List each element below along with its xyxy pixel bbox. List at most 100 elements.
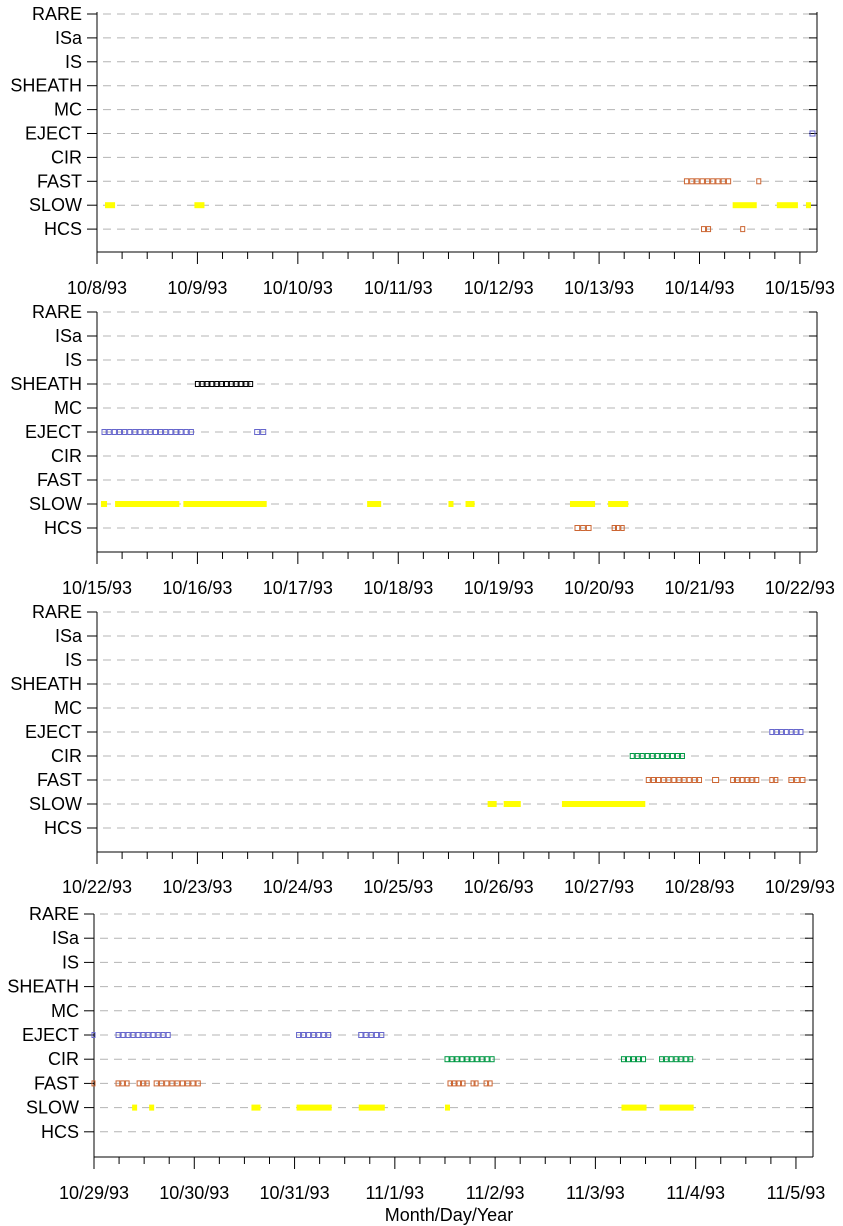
interval-cell xyxy=(174,1080,180,1087)
date-label: 11/2/93 xyxy=(466,1183,525,1203)
interval-cell xyxy=(115,1080,121,1087)
category-label-isa: ISa xyxy=(55,626,83,646)
interval-cell xyxy=(451,1080,457,1087)
interval-eject xyxy=(115,1032,171,1038)
category-label-rare: RARE xyxy=(32,4,82,24)
interval-cell xyxy=(248,381,254,387)
interval-cell xyxy=(712,777,720,783)
category-label-rare: RARE xyxy=(32,602,82,622)
interval-cell xyxy=(163,429,169,435)
interval-cell xyxy=(111,429,117,435)
interval-cell xyxy=(673,1056,679,1063)
interval-cell xyxy=(120,1080,125,1087)
interval-cell xyxy=(661,777,667,783)
interval-fast xyxy=(91,1080,96,1087)
interval-cell xyxy=(238,381,244,387)
interval-cell xyxy=(679,753,685,759)
date-label: 10/16/93 xyxy=(162,578,232,598)
category-label-rare: RARE xyxy=(29,904,79,924)
interval-cell xyxy=(715,178,721,185)
interval-cell xyxy=(145,1080,150,1087)
category-label-eject: EJECT xyxy=(25,422,82,442)
interval-cell xyxy=(461,1080,466,1087)
category-label-slow: SLOW xyxy=(29,494,82,514)
interval-cell xyxy=(669,753,675,759)
interval-cell xyxy=(115,1032,121,1038)
interval-cell xyxy=(219,381,225,387)
date-label: 10/12/93 xyxy=(464,278,534,298)
category-label-fast: FAST xyxy=(34,1073,79,1093)
timeline-panel-3: RARE ISa IS SHEATH MC EJECT CIR FAST SLOW HCS 10/2… xyxy=(10,602,835,897)
category-label-rare: RARE xyxy=(32,302,82,322)
interval-cell xyxy=(137,429,143,435)
category-label-mc: MC xyxy=(54,398,82,418)
interval-slow xyxy=(115,501,180,507)
interval-cell xyxy=(136,1080,141,1087)
interval-fast xyxy=(712,777,720,783)
interval-slow xyxy=(503,801,521,807)
interval-cell xyxy=(188,429,194,435)
interval-slow xyxy=(732,202,757,209)
interval-cell xyxy=(779,729,784,735)
timeline-panel-4: RARE ISa IS SHEATH MC EJECT CIR FAST SLOW HCS 10/2… xyxy=(7,904,825,1203)
interval-cell xyxy=(199,381,205,387)
category-label-fast: FAST xyxy=(37,470,82,490)
interval-cell xyxy=(135,1032,141,1038)
interval-cell xyxy=(326,1032,332,1038)
interval-eject xyxy=(296,1032,332,1038)
interval-hcs xyxy=(611,525,625,531)
interval-cell xyxy=(91,1080,96,1087)
interval-cell xyxy=(740,226,746,233)
interval-cell xyxy=(769,777,774,783)
interval-slow xyxy=(367,501,382,507)
interval-cell xyxy=(145,1032,151,1038)
interval-hcs xyxy=(574,525,592,531)
interval-cell xyxy=(101,429,107,435)
interval-cell xyxy=(636,1056,642,1063)
interval-cell xyxy=(178,429,184,435)
date-label: 11/4/93 xyxy=(666,1183,725,1203)
interval-cell xyxy=(301,1032,307,1038)
interval-cell xyxy=(783,729,789,735)
interval-cell xyxy=(169,1080,175,1087)
interval-cell xyxy=(696,777,703,783)
interval-fast xyxy=(115,1080,130,1087)
interval-cell xyxy=(363,1032,369,1038)
date-label: 10/22/93 xyxy=(765,578,835,598)
interval-cell xyxy=(464,1056,470,1063)
category-label-hcs: HCS xyxy=(41,1122,79,1142)
timeline-panel-1: RARE ISa IS SHEATH MC EJECT CIR FAST SLOW HCS 10/8… xyxy=(10,4,835,298)
category-label-fast: FAST xyxy=(37,171,82,191)
interval-cell xyxy=(659,753,665,759)
date-label: 10/24/93 xyxy=(263,877,333,897)
interval-slow xyxy=(569,501,596,507)
interval-cell xyxy=(650,777,657,783)
date-label: 10/14/93 xyxy=(664,278,734,298)
interval-cell xyxy=(754,777,760,783)
interval-slow xyxy=(251,1104,261,1111)
interval-cell xyxy=(316,1032,322,1038)
interval-fast xyxy=(136,1080,150,1087)
interval-cell xyxy=(470,1080,475,1087)
interval-fast xyxy=(788,777,806,783)
interval-cell xyxy=(699,178,705,185)
date-label: 10/29/93 xyxy=(59,1183,129,1203)
interval-cell xyxy=(214,381,220,387)
interval-fast xyxy=(683,178,732,185)
interval-cell xyxy=(306,1032,312,1038)
date-label: 10/8/93 xyxy=(67,278,127,298)
interval-cell xyxy=(620,525,625,531)
interval-fast xyxy=(645,777,703,783)
interval-cell xyxy=(668,1056,674,1063)
interval-cell xyxy=(615,525,621,531)
interval-cell xyxy=(793,729,799,735)
category-label-is: IS xyxy=(65,650,82,670)
interval-cell xyxy=(488,1080,493,1087)
date-label: 10/18/93 xyxy=(363,578,433,598)
date-label: 10/29/93 xyxy=(765,877,835,897)
interval-cell xyxy=(358,1032,364,1038)
interval-slow xyxy=(358,1104,385,1111)
interval-slow xyxy=(132,1104,138,1111)
interval-cell xyxy=(204,381,210,387)
interval-cell xyxy=(659,1056,664,1063)
